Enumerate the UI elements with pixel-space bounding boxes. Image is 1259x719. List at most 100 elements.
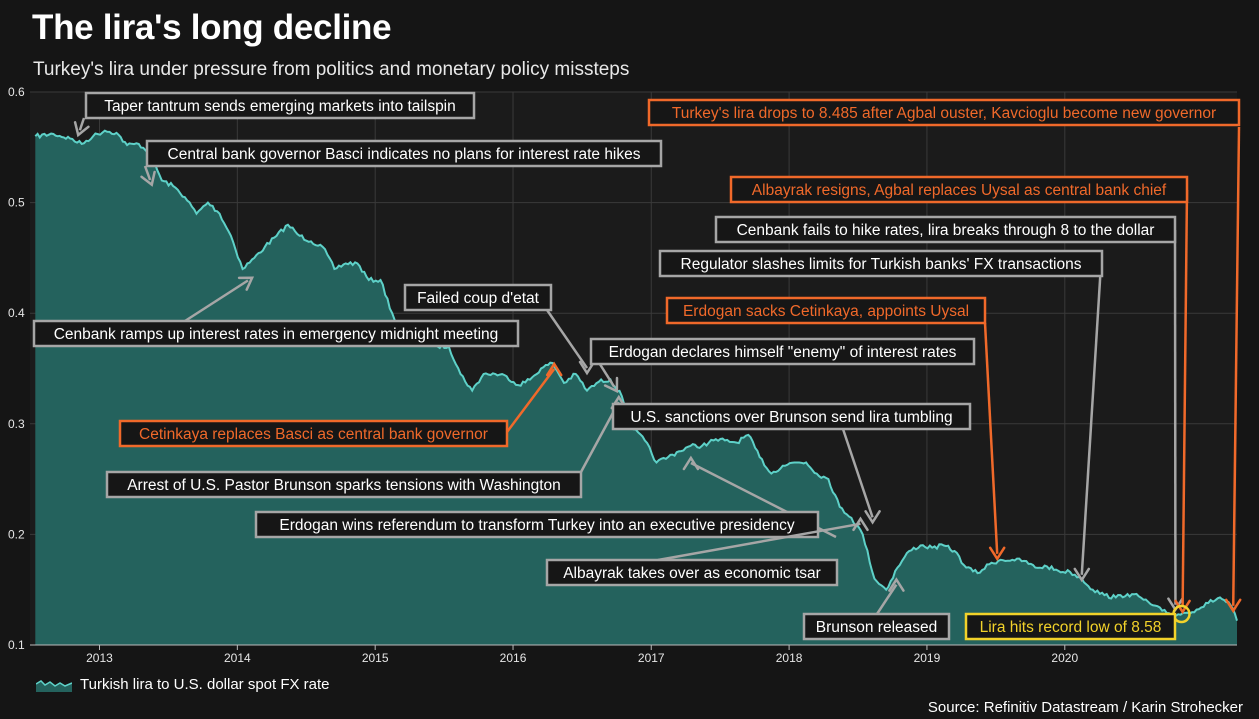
annotation: Arrest of U.S. Pastor Brunson sparks ten… (105, 394, 628, 499)
annotation: U.S. sanctions over Brunson send lira tu… (611, 402, 972, 525)
annotation-leader (1231, 126, 1241, 606)
annotation-arrowhead (140, 170, 156, 187)
annotation-box (964, 612, 1177, 641)
annotation-arrowhead (864, 510, 881, 525)
annotation: Albayrak takes over as economic tsar (545, 516, 869, 587)
annotation-box (802, 612, 951, 641)
annotation: Brunson released (802, 577, 951, 641)
annotation-box (145, 139, 663, 168)
annotation-box (729, 175, 1189, 204)
y-axis: 0.1 0.2 0.3 0.4 0.5 0.6 (8, 85, 25, 652)
annotation-box (714, 215, 1177, 244)
chart-subtitle: Turkey's lira under pressure from politi… (33, 59, 630, 80)
annotation-leader (841, 428, 874, 518)
annotation-box (403, 283, 553, 312)
annotation-box (665, 296, 987, 325)
annotation: Erdogan sacks Cetinkaya, appoints Uysal (665, 296, 1006, 562)
x-tick-label: 2018 (776, 651, 803, 665)
legend-label: Turkish lira to U.S. dollar spot FX rate (80, 676, 330, 693)
annotation: Turkey's lira drops to 8.485 after Agbal… (647, 98, 1242, 614)
annotation-arrowhead (888, 577, 905, 592)
annotation-text: Arrest of U.S. Pastor Brunson sparks ten… (127, 477, 561, 494)
annotation-text: Erdogan declares himself "enemy" of inte… (609, 344, 957, 361)
annotation-arrowhead (852, 516, 869, 532)
annotation-box (105, 470, 583, 499)
annotation-arrowhead (545, 361, 563, 377)
annotation-leader (505, 368, 556, 433)
annotation: Central bank governor Basci indicates no… (140, 139, 663, 187)
annotation-leader (657, 522, 861, 562)
annotation-box (545, 558, 839, 587)
y-tick-label: 0.2 (8, 527, 25, 541)
y-tick-label: 0.4 (8, 306, 25, 320)
annotation: Regulator slashes limits for Turkish ban… (658, 249, 1104, 583)
annotation-box (254, 510, 820, 539)
annotation-text: Albayrak takes over as economic tsar (563, 565, 821, 582)
annotation-box (32, 319, 520, 348)
annotation: Erdogan declares himself "enemy" of inte… (589, 337, 976, 394)
chart-title: The lira's long decline (32, 8, 392, 47)
annotation-leader (78, 117, 86, 131)
annotation: Failed coup d'etat (403, 283, 596, 376)
annotation: Cetinkaya replaces Basci as central bank… (118, 361, 563, 448)
annotation-leader (545, 309, 589, 369)
annotation-text: U.S. sanctions over Brunson send lira tu… (630, 409, 952, 426)
x-axis: 2013 2014 2015 2016 2017 2018 2019 2020 (30, 644, 1237, 665)
annotation-leader (983, 322, 999, 554)
annotation-text: Erdogan sacks Cetinkaya, appoints Uysal (683, 303, 969, 320)
annotation-box (611, 402, 972, 431)
annotation-arrowhead (578, 360, 596, 376)
annotation-arrowhead (988, 546, 1006, 562)
annotation-arrowhead (1073, 567, 1091, 583)
annotation-arrowhead (1224, 598, 1242, 614)
annotation: Erdogan wins referendum to transform Tur… (254, 455, 837, 539)
annotation-box (647, 98, 1241, 127)
annotation-text: Central bank governor Basci indicates no… (168, 146, 641, 163)
annotation-box (84, 91, 476, 120)
x-tick-label: 2019 (914, 651, 941, 665)
annotation-box (589, 337, 976, 366)
annotation: Cenbank fails to hike rates, lira breaks… (714, 215, 1184, 613)
annotation-text: Failed coup d'etat (417, 290, 540, 307)
annotation-arrowhead (603, 376, 619, 394)
annotation: Cenbank ramps up interest rates in emerg… (32, 276, 520, 348)
annotation: Albayrak resigns, Agbal replaces Uysal a… (729, 175, 1191, 615)
annotation-text: Lira hits record low of 8.58 (980, 619, 1162, 636)
legend: Turkish lira to U.S. dollar spot FX rate (36, 676, 330, 693)
y-tick-label: 0.5 (8, 196, 25, 210)
annotation-text: Cenbank ramps up interest rates in emerg… (54, 326, 499, 343)
y-tick-label: 0.6 (8, 85, 25, 99)
annotation-text: Taper tantrum sends emerging markets int… (104, 98, 456, 115)
legend-swatch (36, 679, 72, 692)
annotation-text: Regulator slashes limits for Turkish ban… (681, 256, 1082, 273)
annotation-leader (1181, 189, 1189, 607)
x-tick-label: 2017 (638, 651, 665, 665)
annotation-text: Cenbank fails to hike rates, lira breaks… (737, 222, 1155, 239)
annotation-leader (875, 583, 898, 615)
annotation-text: Albayrak resigns, Agbal replaces Uysal a… (752, 182, 1167, 199)
annotation-arrowhead (1174, 599, 1191, 615)
source-note: Source: Refinitiv Datastream / Karin Str… (927, 699, 1243, 716)
x-tick-label: 2016 (500, 651, 527, 665)
annotation-text: Turkey's lira drops to 8.485 after Agbal… (672, 105, 1216, 122)
annotation-text: Brunson released (816, 619, 938, 636)
x-tick-label: 2020 (1051, 651, 1078, 665)
annotation-arrowhead (73, 121, 90, 138)
x-tick-label: 2014 (224, 651, 251, 665)
annotation-arrowhead (237, 276, 255, 291)
annotation-leader (184, 279, 249, 323)
x-tick-label: 2015 (362, 651, 389, 665)
annotation-box (658, 249, 1104, 278)
y-tick-label: 0.1 (8, 638, 25, 652)
annotation: Lira hits record low of 8.58 (964, 604, 1191, 641)
annotation-leader (143, 165, 152, 181)
annotations: Taper tantrum sends emerging markets int… (32, 91, 1242, 641)
annotation: Taper tantrum sends emerging markets int… (73, 91, 476, 138)
annotation-text: Cetinkaya replaces Basci as central bank… (139, 426, 488, 443)
y-tick-label: 0.3 (8, 417, 25, 431)
annotation-arrowhead (682, 455, 700, 471)
annotation-leader (1080, 263, 1103, 575)
annotation-box (118, 419, 509, 448)
x-tick-label: 2013 (86, 651, 113, 665)
